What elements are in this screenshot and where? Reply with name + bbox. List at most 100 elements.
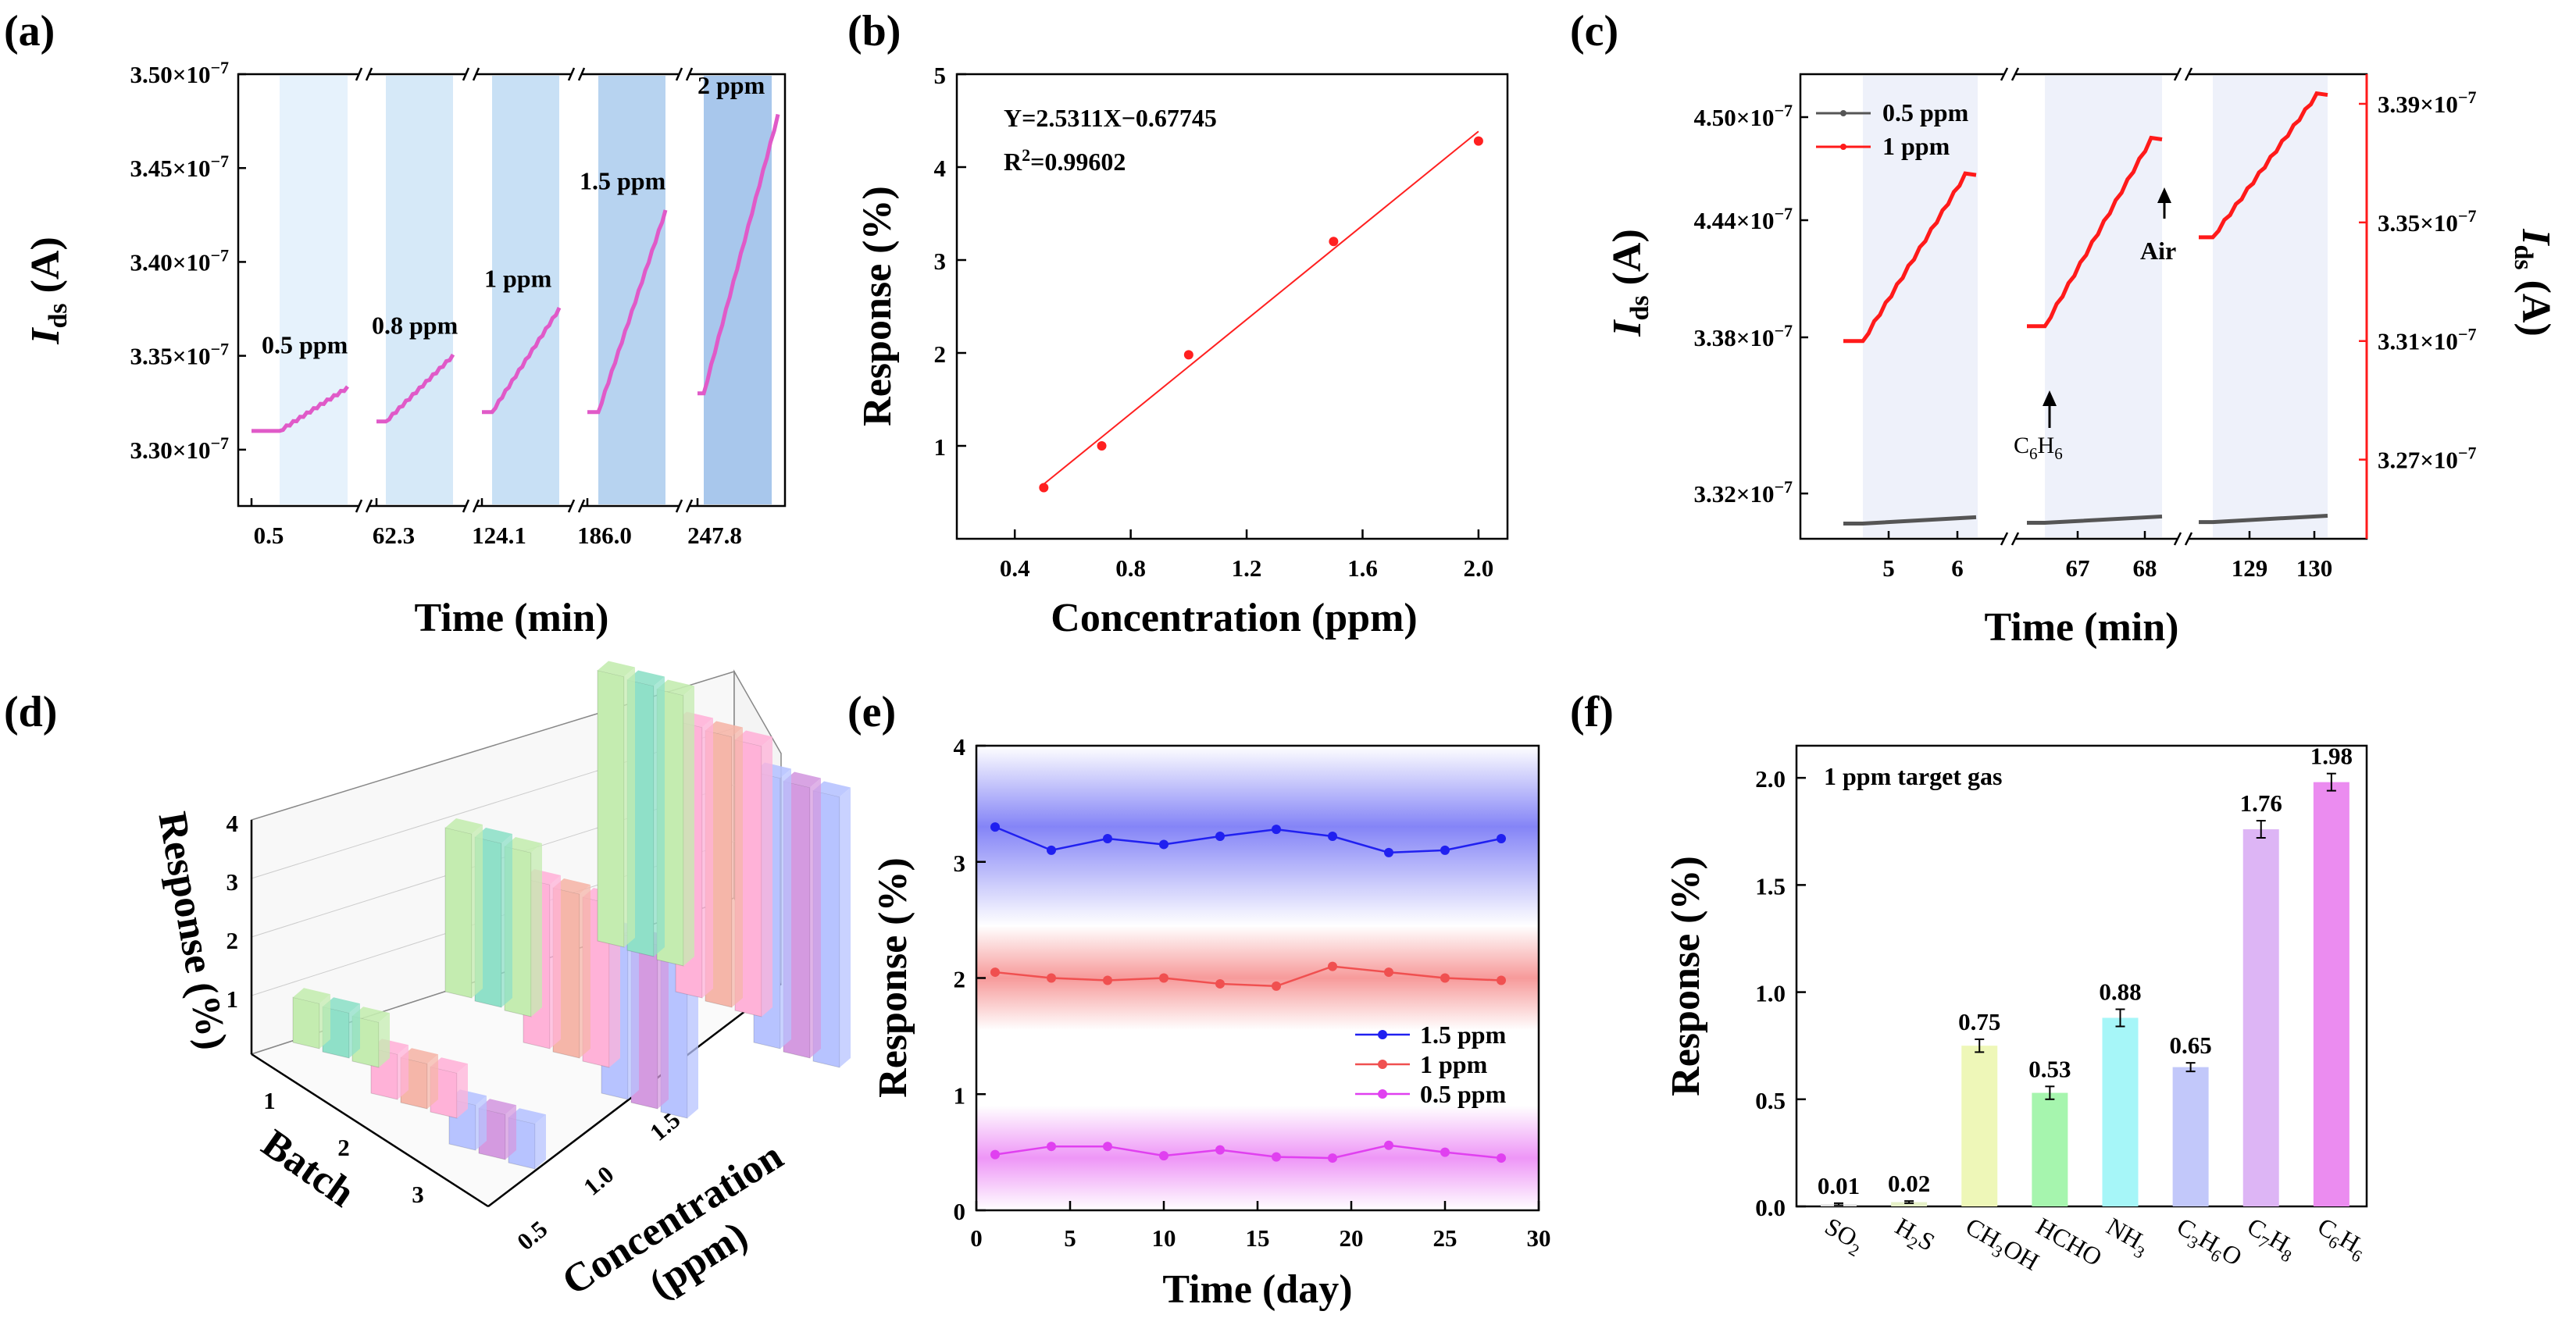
bar-top-1-0-1 <box>401 1048 438 1064</box>
series-2-point-3 <box>1159 1151 1168 1161</box>
series-1-point-2 <box>1103 975 1112 985</box>
axis-break-mark-b-0-0 <box>2010 67 2020 81</box>
category-label-1: H2S <box>1889 1212 1940 1260</box>
x-tick-label-3: 186.0 <box>577 522 632 549</box>
axis-break-gap-1-0 <box>466 69 476 79</box>
axis-batch <box>251 1053 489 1208</box>
series-2-point-2 <box>1103 1142 1112 1152</box>
series-line-0 <box>994 825 1502 854</box>
panel-label-c: (c) <box>1570 7 1618 55</box>
x-axis-title: Time (day) <box>1162 1267 1352 1312</box>
axis-break-mark-b-0-1 <box>365 499 373 513</box>
data-point-3 <box>1329 237 1339 247</box>
red-series-1 <box>2027 135 2163 329</box>
y-left-tick-label-2: 4.44×10−7 <box>1694 204 1793 234</box>
axis-break-mark-a-1-1 <box>462 499 470 513</box>
y-axis-title: Response (%) <box>1664 856 1708 1096</box>
series-label-3: 1.5 ppm <box>580 167 666 195</box>
series-line-3 <box>587 209 668 415</box>
x-tick-label-6: 30 <box>1527 1224 1551 1252</box>
x-tick-label-4: 2.0 <box>1464 554 1494 582</box>
axis-break-mark-a-0-1 <box>2000 532 2009 546</box>
bar-top-2-2-1 <box>783 771 821 788</box>
x-tick-label-5: 25 <box>1433 1224 1457 1252</box>
value-label-1: 0.02 <box>1888 1170 1930 1197</box>
legend-marker-0 <box>1378 1030 1387 1039</box>
bar-side-0-1-2 <box>531 843 542 1017</box>
bar-7 <box>2313 782 2349 1206</box>
data-point-2 <box>1183 350 1193 360</box>
bar-side-0-2-2 <box>683 686 694 966</box>
plot-frame <box>237 73 787 508</box>
panel-label-a: (a) <box>4 7 55 55</box>
y-tick-label-4: 2.0 <box>1755 765 1786 793</box>
black-series-1 <box>2027 514 2163 526</box>
y-axis-title-left: Ids (A) <box>1605 229 1654 337</box>
series-0-point-7 <box>1384 847 1393 857</box>
legend-label-1: 1 ppm <box>1882 132 1950 160</box>
series-label-1: 0.8 ppm <box>372 312 458 340</box>
bar-side-1-1-0 <box>550 875 561 1049</box>
value-label-4: 0.88 <box>2099 978 2141 1006</box>
x-tick-label-4: 129 <box>2232 554 2268 582</box>
category-label-0: SO2 <box>1818 1212 1870 1260</box>
data-point-1 <box>1097 441 1107 451</box>
series-2-point-1 <box>1047 1142 1056 1152</box>
y-axis-title: Response (%) <box>855 186 900 426</box>
x-axis-title: Concentration (ppm) <box>1051 596 1417 640</box>
c6h6-arrow-head <box>2043 390 2057 406</box>
axis-break-mark-b-3-1 <box>685 499 694 513</box>
axis-break-gap-0-1 <box>359 501 369 511</box>
series-1-point-1 <box>1047 973 1056 983</box>
bar-2 <box>1961 1046 1998 1206</box>
series-label-4: 2 ppm <box>698 71 765 99</box>
category-label-5: C3H6O <box>2170 1212 2247 1275</box>
z-tick-label-3: 4 <box>227 810 239 837</box>
axis-break-mark-a-1-1 <box>2173 532 2182 546</box>
axis-break-mark-b-1-1 <box>472 499 480 513</box>
axis-break-gap-2-1 <box>571 501 582 511</box>
panel-label-f: (f) <box>1570 688 1614 736</box>
series-2-point-9 <box>1497 1153 1506 1163</box>
exposure-band-4 <box>704 76 772 504</box>
bar-side-1-0-2 <box>457 1064 468 1118</box>
category-label-3: HCHO <box>2032 1212 2107 1272</box>
axis-break-gap-0-0 <box>359 69 369 79</box>
series-0-point-5 <box>1272 825 1281 835</box>
axis-break-gap-1-1 <box>466 501 476 511</box>
legend-marker-1 <box>1378 1060 1387 1069</box>
series-0-point-1 <box>1047 845 1056 855</box>
y-left-tick-label-1: 3.38×10−7 <box>1694 321 1793 351</box>
legend-label-0: 1.5 ppm <box>1420 1021 1507 1049</box>
exposure-band-2 <box>2213 76 2328 537</box>
axis-break-mark-a-0-0 <box>355 67 363 81</box>
exposure-band-1 <box>386 76 453 504</box>
x-tick-label-4: 247.8 <box>687 522 742 549</box>
value-label-2: 0.75 <box>1958 1008 2000 1035</box>
z-tick-label-0: 1 <box>227 985 239 1013</box>
bar-side-1-0-1 <box>427 1054 438 1109</box>
series-0-point-3 <box>1159 839 1168 850</box>
data-point-4 <box>1473 136 1483 146</box>
response-band-2 <box>976 1106 1539 1210</box>
fit-r-squared: R2=0.99602 <box>1004 145 1126 176</box>
bar-top-1-1-1 <box>553 878 590 894</box>
response-band-0 <box>976 746 1539 926</box>
fit-line <box>1043 130 1479 485</box>
y-tick-label-3: 3.45×10−7 <box>130 151 229 182</box>
bar-side-0-0-0 <box>319 994 330 1049</box>
bar-top-2-0-1 <box>479 1099 516 1115</box>
axis-break-mark-a-2-0 <box>567 67 576 81</box>
legend-label-2: 0.5 ppm <box>1420 1080 1507 1108</box>
series-line-1 <box>994 965 1502 988</box>
y-right-tick-label-3: 3.39×10−7 <box>2378 87 2476 118</box>
batch-tick-label-1: 2 <box>337 1134 350 1161</box>
series-1-point-9 <box>1497 975 1506 985</box>
y-tick-label-0: 0 <box>954 1198 966 1225</box>
bar-top-1-2-1 <box>705 721 743 737</box>
bar-top-2-2-2 <box>813 781 851 797</box>
x-tick-label-3: 68 <box>2133 554 2157 582</box>
axis-break-mark-b-0-1 <box>2010 532 2020 546</box>
category-label-2: CH3OH <box>1959 1212 2044 1280</box>
axis-break-mark-b-1-0 <box>472 67 480 81</box>
